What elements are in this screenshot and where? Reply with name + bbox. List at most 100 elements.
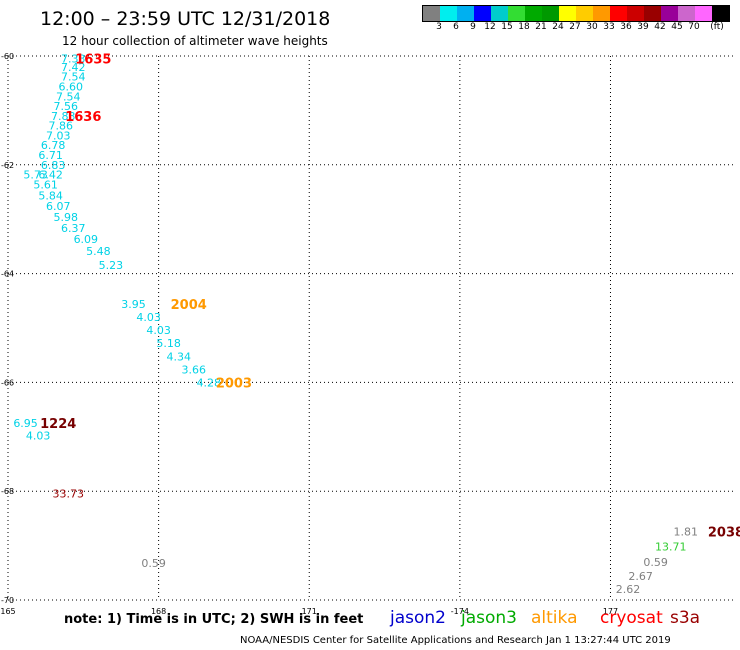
x-tick-label: 165	[0, 607, 15, 616]
wave-height-value: 5.23	[99, 259, 124, 272]
color-scale-label: 42	[654, 22, 666, 32]
color-scale-label: 33	[603, 22, 615, 32]
x-tick-label: -174	[451, 607, 469, 616]
color-scale-label: 12	[484, 22, 496, 32]
color-scale-label: 24	[552, 22, 564, 32]
wave-height-value: 6.07	[46, 200, 71, 213]
wave-height-value: 7.54	[61, 71, 86, 84]
wave-height-value: 7.56	[53, 100, 78, 113]
wave-height-value: 6.78	[41, 139, 66, 152]
color-swatch	[542, 6, 559, 21]
wave-height-value: 5.18	[156, 337, 181, 350]
color-swatch	[661, 6, 678, 21]
wave-height-value: 6.71	[38, 149, 63, 162]
satellite-legend-s3a: s3a	[670, 608, 701, 628]
wave-height-value: 4.03	[146, 324, 171, 337]
wave-height-value: 2.62	[616, 583, 641, 596]
credit-line: NOAA/NESDIS Center for Satellite Applica…	[240, 635, 671, 646]
satellite-legend-jason2: jason2	[390, 608, 446, 628]
wave-height-value: 0.59	[141, 557, 166, 570]
wave-height-value: 5.61	[33, 178, 58, 191]
pass-time-label: 1224	[40, 417, 76, 432]
color-scale-label: 36	[620, 22, 632, 32]
wave-height-value: 7.42	[61, 61, 86, 74]
chart-subtitle: 12 hour collection of altimeter wave hei…	[62, 34, 328, 48]
color-scale-label: 70	[688, 22, 700, 32]
x-tick-label: 177	[603, 607, 618, 616]
wave-height-value: 5.98	[53, 211, 78, 224]
wave-height-value: 3.66	[182, 363, 207, 376]
color-scale-label: 27	[569, 22, 581, 32]
color-scale-label: 9	[470, 22, 476, 32]
color-swatch	[593, 6, 610, 21]
color-swatch	[678, 6, 695, 21]
satellite-legend-cryosat: cryosat	[600, 608, 663, 628]
pass-time-label: 1636	[65, 110, 101, 125]
y-tick-label: -62	[1, 161, 14, 170]
color-scale-label: 18	[518, 22, 530, 32]
x-tick-label: 168	[151, 607, 166, 616]
color-swatch	[423, 6, 440, 21]
wave-height-value: 6.83	[41, 159, 66, 172]
color-swatch	[610, 6, 627, 21]
satellite-legend-altika: altika	[531, 608, 578, 628]
color-swatch	[576, 6, 593, 21]
wave-height-value: 1.81	[674, 525, 699, 538]
pass-time-label: 2004	[171, 298, 207, 313]
wave-height-value: 6.37	[61, 222, 86, 235]
y-tick-label: -60	[1, 52, 14, 61]
wave-height-value: 7.83	[51, 110, 76, 123]
color-scale-label: (ft)	[710, 22, 724, 32]
color-swatch	[491, 6, 508, 21]
chart-title: 12:00 – 23:59 UTC 12/31/2018	[40, 8, 331, 30]
wave-height-value: 5.73	[23, 169, 48, 182]
wave-height-value: 4.03	[26, 430, 51, 443]
color-scale-bar	[422, 5, 730, 22]
wave-height-value: 6.09	[74, 233, 99, 246]
color-swatch	[627, 6, 644, 21]
color-swatch	[559, 6, 576, 21]
color-scale-label: 30	[586, 22, 598, 32]
wave-height-value: 4.34	[166, 350, 191, 363]
y-tick-label: -70	[1, 596, 14, 605]
y-tick-label: -66	[1, 378, 14, 387]
wave-height-value: 4.03	[136, 311, 161, 324]
x-tick-label: 171	[302, 607, 317, 616]
wave-height-value: 7.86	[48, 120, 73, 133]
wave-height-value: 13.71	[655, 541, 687, 554]
units-note: note: 1) Time is in UTC; 2) SWH is in fe…	[64, 612, 364, 627]
color-scale-label: 45	[671, 22, 683, 32]
wave-height-value: 5.84	[38, 189, 63, 202]
wave-height-value: 7.03	[46, 129, 71, 142]
color-swatch	[695, 6, 712, 21]
color-swatch	[525, 6, 542, 21]
wave-height-value: 6.95	[13, 417, 38, 430]
color-scale-label: 39	[637, 22, 649, 32]
color-scale-label: 15	[501, 22, 513, 32]
wave-height-value: 4.28	[197, 376, 222, 389]
wave-height-value: 7.54	[56, 90, 81, 103]
y-tick-label: -64	[1, 270, 14, 279]
color-swatch	[440, 6, 457, 21]
color-scale-label: 3	[436, 22, 442, 32]
wave-height-value: 2.67	[628, 570, 653, 583]
color-swatch	[712, 6, 729, 21]
y-tick-label: -68	[1, 487, 14, 496]
pass-time-label: 1635	[75, 53, 111, 68]
color-swatch	[474, 6, 491, 21]
color-swatch	[644, 6, 661, 21]
pass-time-label: 2003	[216, 376, 252, 391]
wave-height-value: 3.95	[121, 298, 146, 311]
wave-height-value: 5.48	[86, 245, 111, 258]
wave-height-value: 33.73	[52, 487, 84, 500]
color-swatch	[457, 6, 474, 21]
wave-height-value: 6.42	[38, 169, 63, 182]
satellite-legend-jason3: jason3	[461, 608, 517, 628]
wave-height-value: 7.33	[61, 53, 86, 66]
wave-height-value: 6.60	[59, 80, 84, 93]
color-swatch	[508, 6, 525, 21]
color-scale-label: 21	[535, 22, 547, 32]
color-scale-label: 6	[453, 22, 459, 32]
wave-height-value: 0.59	[643, 556, 668, 569]
